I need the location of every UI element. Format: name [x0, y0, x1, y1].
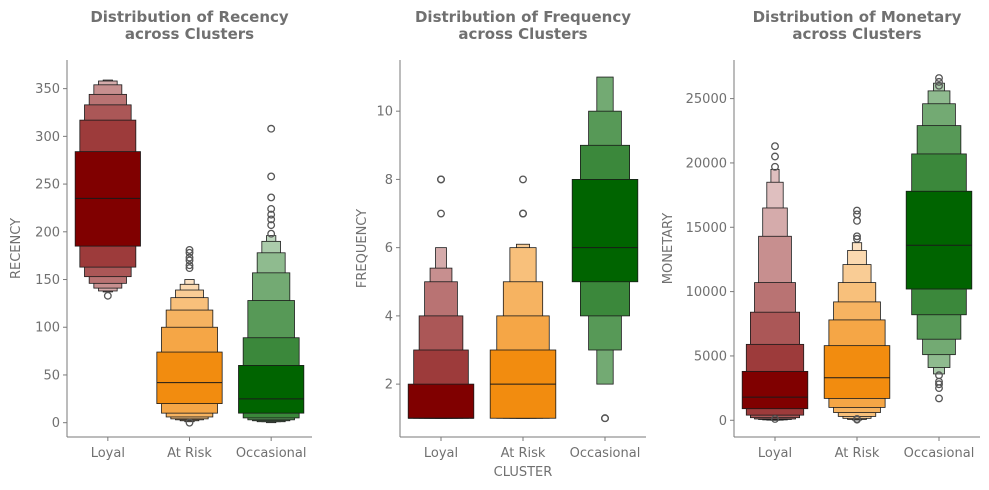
chart-title-line-2: across Clusters	[458, 25, 587, 43]
outlier-point	[853, 232, 861, 241]
x-tick-label: At Risk	[835, 446, 880, 461]
y-tick-label: 100	[35, 321, 60, 336]
y-tick-label: 250	[35, 178, 60, 193]
x-tick-label: Occasional	[236, 446, 307, 461]
chart-title-line-1: Distribution of Recency	[90, 8, 289, 26]
outlier-point	[267, 204, 276, 213]
y-tick-label: 15000	[686, 221, 727, 236]
outlier-point	[267, 215, 276, 224]
y-tick-label: 0	[52, 416, 60, 431]
outlier-point	[267, 172, 276, 181]
outlier-point	[103, 291, 112, 300]
y-axis-label: FREQUENCY	[355, 209, 370, 288]
outlier-point	[519, 175, 527, 184]
boxen-group-loyal	[407, 175, 475, 419]
boxen-box	[823, 345, 891, 399]
outlier-point	[185, 253, 194, 262]
boxen-group-occasional	[238, 124, 305, 424]
chart-title-line-2: across Clusters	[792, 25, 921, 43]
outlier-point	[771, 142, 779, 151]
outlier-point	[853, 210, 861, 219]
x-tick-label: Occasional	[904, 446, 975, 461]
boxen-group-loyal	[74, 79, 141, 300]
y-tick-label: 200	[35, 225, 60, 240]
boxen-box	[407, 383, 475, 419]
outlier-point	[185, 248, 194, 257]
outlier-point	[267, 210, 276, 219]
y-tick-label: 150	[35, 273, 60, 288]
outlier-point	[437, 209, 445, 218]
boxen-group-at-risk	[489, 175, 557, 419]
boxen-group-occasional	[905, 74, 973, 403]
x-tick-label: Loyal	[424, 446, 458, 461]
chart-title-line-2: across Clusters	[125, 25, 254, 43]
x-tick-label: Loyal	[758, 446, 792, 461]
y-tick-label: 20000	[686, 156, 727, 171]
y-tick-label: 10	[376, 105, 393, 120]
outlier-point	[185, 264, 194, 273]
outlier-point	[267, 193, 276, 202]
boxen-box	[905, 190, 973, 290]
boxen-group-occasional	[571, 76, 639, 423]
outlier-point	[519, 209, 527, 218]
x-tick-label: At Risk	[167, 446, 212, 461]
outlier-point	[185, 261, 194, 270]
outlier-point	[853, 216, 861, 225]
y-tick-label: 4	[385, 309, 393, 324]
outlier-point	[267, 124, 276, 133]
boxen-box	[238, 365, 305, 414]
boxen-group-at-risk	[156, 245, 223, 427]
boxen-group-loyal	[741, 142, 809, 423]
outlier-point	[267, 221, 276, 230]
y-axis-label: MONETARY	[661, 213, 676, 284]
outlier-point	[853, 415, 861, 424]
outlier-point	[185, 245, 194, 254]
outlier-point	[437, 175, 445, 184]
y-tick-label: 2	[385, 378, 393, 393]
outlier-point	[853, 234, 861, 243]
outlier-point	[935, 394, 943, 403]
y-tick-label: 5000	[694, 349, 727, 364]
boxen-box	[741, 370, 809, 410]
x-tick-label: At Risk	[501, 446, 546, 461]
outlier-point	[267, 229, 276, 238]
chart-title-line-1: Distribution of Monetary	[753, 8, 962, 26]
boxen-group-at-risk	[823, 206, 891, 424]
outlier-point	[853, 206, 861, 215]
outlier-point	[771, 152, 779, 161]
y-tick-label: 8	[385, 173, 393, 188]
outlier-point	[185, 418, 194, 427]
outlier-point	[935, 77, 943, 86]
outlier-point	[601, 414, 609, 423]
outlier-point	[771, 415, 779, 423]
boxen-box	[156, 351, 223, 404]
outlier-point	[771, 162, 779, 171]
y-tick-label: 50	[43, 368, 60, 383]
outlier-point	[185, 256, 194, 265]
outlier-point	[935, 384, 943, 393]
x-axis-label: CLUSTER	[494, 465, 553, 480]
x-tick-label: Loyal	[91, 446, 125, 461]
y-axis-label: RECENCY	[9, 218, 24, 279]
x-tick-label: Occasional	[570, 446, 641, 461]
y-tick-label: 0	[719, 414, 727, 429]
outlier-point	[935, 74, 943, 82]
y-tick-label: 6	[385, 241, 393, 256]
boxen-box	[571, 179, 639, 283]
outlier-point	[935, 81, 943, 90]
chart-title-line-1: Distribution of Frequency	[415, 8, 631, 26]
y-tick-label: 350	[35, 82, 60, 97]
y-tick-label: 300	[35, 130, 60, 145]
y-tick-label: 10000	[686, 285, 727, 300]
y-tick-label: 25000	[686, 92, 727, 107]
outlier-point	[935, 380, 943, 389]
